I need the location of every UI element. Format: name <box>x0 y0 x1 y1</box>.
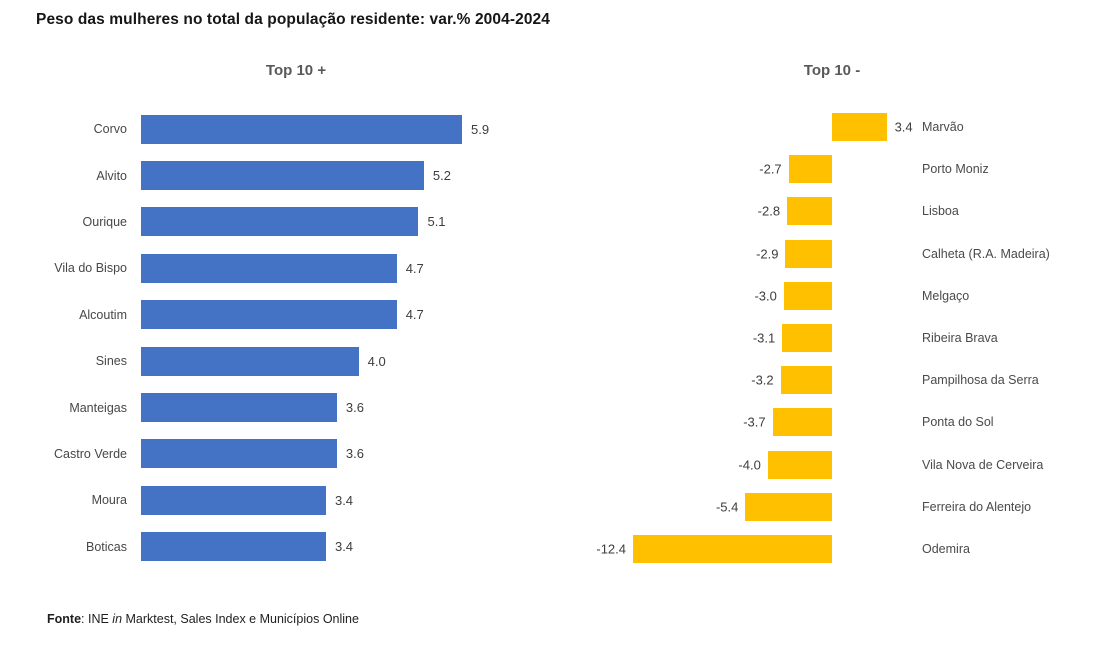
bar <box>783 281 832 310</box>
source-italic-word: in <box>112 612 123 626</box>
category-label: Alvito <box>96 168 127 183</box>
bar <box>141 114 462 144</box>
value-label: 5.9 <box>471 121 490 137</box>
category-label: Alcoutim <box>79 307 127 322</box>
source-note: Fonte: INE in Marktest, Sales Index e Mu… <box>47 612 359 626</box>
category-label: Calheta (R.A. Madeira) <box>922 246 1050 261</box>
value-label: 4.7 <box>405 307 424 323</box>
category-label: Boticas <box>86 539 127 554</box>
category-label: Ponta do Sol <box>922 415 994 430</box>
value-label: -2.9 <box>756 246 779 262</box>
source-rest: Marktest, Sales Index e Municípios Onlin… <box>122 612 359 626</box>
category-label: Ferreira do Alentejo <box>922 499 1032 514</box>
category-label: Corvo <box>93 122 127 137</box>
source-separator: : INE <box>81 612 113 626</box>
bar <box>785 239 832 268</box>
value-label: 5.2 <box>432 168 451 184</box>
bar <box>141 253 397 283</box>
bar-row: -3.1 Ribeira Brava <box>632 317 1116 359</box>
bar <box>141 346 359 376</box>
bar-row: -2.9 Calheta (R.A. Madeira) <box>632 233 1116 275</box>
bar-row: Alcoutim 4.7 <box>36 292 556 338</box>
chart-header-top10-minus: Top 10 - <box>803 62 861 79</box>
bar <box>141 161 424 191</box>
bar <box>745 492 832 521</box>
bar-row: -2.8 Lisboa <box>632 190 1116 232</box>
value-label: 3.4 <box>894 119 913 135</box>
chart-top10-minus: Top 10 - 3.4 Marvão -2.7 Porto Moniz -2.8 Lis… <box>596 62 1116 570</box>
bar-row: 3.4 Marvão <box>632 106 1116 148</box>
category-label: Vila Nova de Cerveira <box>922 457 1044 472</box>
bar-row: -3.0 Melgaço <box>632 275 1116 317</box>
category-label: Pampilhosa da Serra <box>922 373 1039 388</box>
value-label: 4.0 <box>367 353 386 369</box>
category-label: Marvão <box>922 120 964 135</box>
bar-row: Vila do Bispo 4.7 <box>36 245 556 291</box>
bar-row: Boticas 3.4 <box>36 524 556 570</box>
bar-row: -3.2 Pampilhosa da Serra <box>632 359 1116 401</box>
bar-row: Alvito 5.2 <box>36 152 556 198</box>
bar <box>787 197 832 226</box>
category-label: Ribeira Brava <box>922 331 998 346</box>
value-label: -4.0 <box>738 457 761 473</box>
category-label: Ourique <box>82 214 127 229</box>
value-label: -12.4 <box>596 541 626 557</box>
value-label: 3.6 <box>345 400 364 416</box>
bar-row: Corvo 5.9 <box>36 106 556 152</box>
bar-row: -3.7 Ponta do Sol <box>632 401 1116 443</box>
bar <box>633 534 832 563</box>
category-label: Castro Verde <box>54 446 127 461</box>
bar <box>767 450 832 479</box>
category-label: Vila do Bispo <box>54 261 127 276</box>
category-label: Melgaço <box>922 288 970 303</box>
value-label: 4.7 <box>405 260 424 276</box>
bar-row: -4.0 Vila Nova de Cerveira <box>632 444 1116 486</box>
bar-row: -5.4 Ferreira do Alentejo <box>632 486 1116 528</box>
bar <box>141 532 326 562</box>
bar <box>141 207 419 237</box>
bar-row: -2.7 Porto Moniz <box>632 148 1116 190</box>
chart-top10-plus: Top 10 + Corvo 5.9 Alvito 5.2 Ourique 5.1 Vila… <box>36 62 556 570</box>
bar-row: Ourique 5.1 <box>36 199 556 245</box>
value-label: -3.2 <box>751 372 774 388</box>
value-label: 3.4 <box>334 539 354 555</box>
bar-row: Moura 3.4 <box>36 477 556 523</box>
source-label: Fonte <box>47 612 82 626</box>
value-label: -5.4 <box>715 499 739 515</box>
value-label: -3.7 <box>743 414 766 430</box>
category-label: Porto Moniz <box>922 162 989 177</box>
bar <box>772 408 832 437</box>
bar <box>141 300 397 330</box>
bar-row: Sines 4.0 <box>36 338 556 384</box>
page-title: Peso das mulheres no total da população … <box>36 11 550 28</box>
category-label: Sines <box>95 354 127 369</box>
bar <box>782 323 832 352</box>
value-label: -2.8 <box>757 203 781 219</box>
value-label: 3.4 <box>334 492 354 508</box>
value-label: -3.0 <box>754 288 777 304</box>
category-label: Odemira <box>922 541 970 556</box>
bar-rows-top10-plus: Corvo 5.9 Alvito 5.2 Ourique 5.1 Vila do Bispo… <box>36 106 556 570</box>
bar <box>780 366 832 395</box>
category-label: Manteigas <box>69 400 127 415</box>
bar <box>832 113 887 141</box>
bar <box>788 155 832 184</box>
value-label: 5.1 <box>427 214 446 230</box>
bar-rows-top10-minus: 3.4 Marvão -2.7 Porto Moniz -2.8 Lisboa -2.9 Ca… <box>596 106 1116 570</box>
bar <box>141 485 326 515</box>
value-label: -3.1 <box>752 330 776 346</box>
bar-row: Manteigas 3.6 <box>36 384 556 430</box>
category-label: Lisboa <box>922 204 959 219</box>
bar-row: Castro Verde 3.6 <box>36 431 556 477</box>
bar <box>141 393 337 423</box>
bar-row: -12.4 Odemira <box>596 528 1116 570</box>
value-label: 3.6 <box>345 446 364 462</box>
value-label: -2.7 <box>759 161 782 177</box>
chart-header-top10-plus: Top 10 + <box>265 62 327 79</box>
bar <box>141 439 337 469</box>
category-label: Moura <box>91 493 127 508</box>
